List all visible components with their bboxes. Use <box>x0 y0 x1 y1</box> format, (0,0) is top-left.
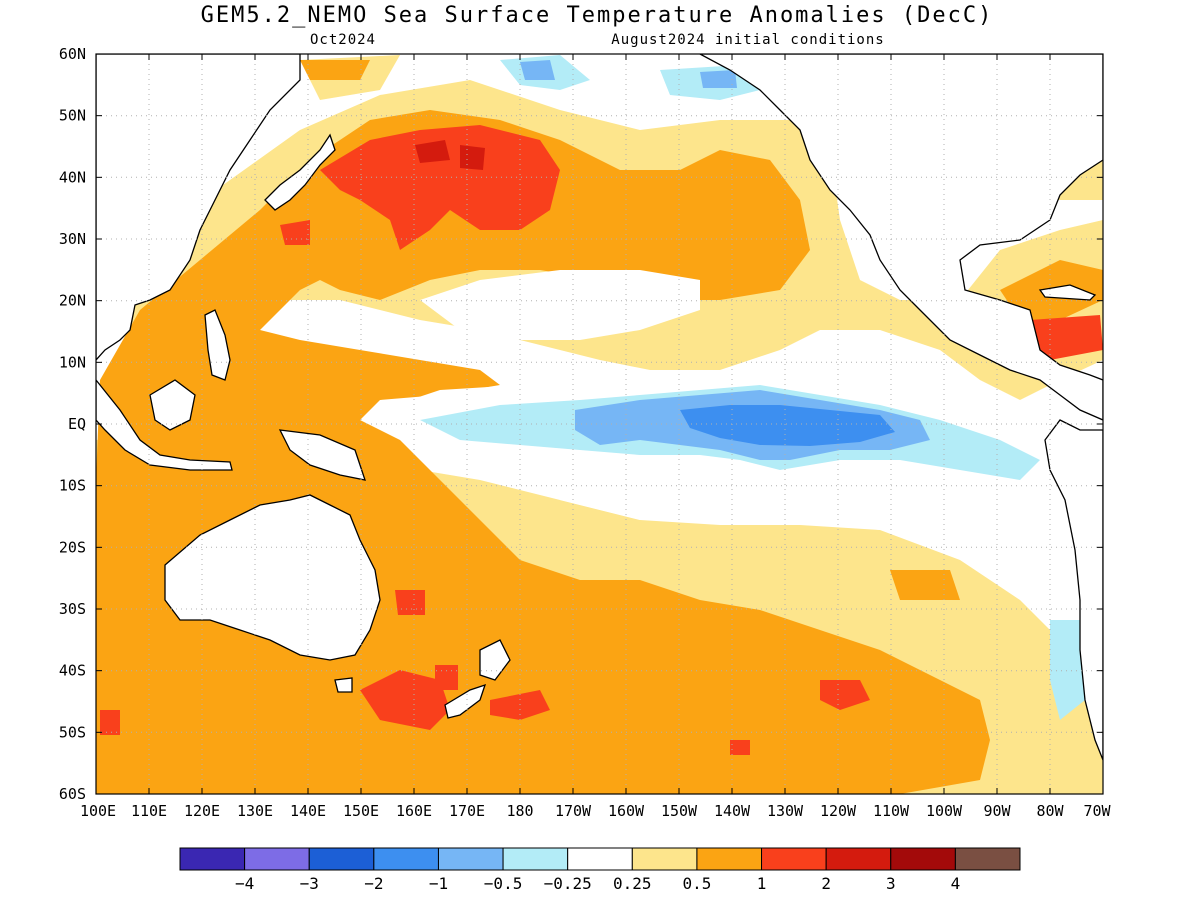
map-plot-area <box>96 54 1103 794</box>
new-guinea-island <box>278 429 366 481</box>
colorbar-label: −2 <box>364 874 383 893</box>
colorbar-swatch <box>890 847 956 871</box>
colorbar-label: −3 <box>300 874 319 893</box>
land-layer <box>96 54 1103 761</box>
colorbar-label: −0.25 <box>544 874 592 893</box>
lon-tick-label: 170W <box>555 802 592 820</box>
colorbar-swatch <box>308 847 375 871</box>
lat-tick-label: 40N <box>59 168 86 186</box>
colorbar-swatch <box>437 847 504 871</box>
longitude-axis: 100E 110E 120E 130E 140E 150E 160E 170E 180 170W 1… <box>80 54 1112 820</box>
colorbar-label: 1 <box>757 874 767 893</box>
lon-tick-label: 130E <box>237 802 273 820</box>
japan-island <box>264 133 336 211</box>
colorbar-label: −0.5 <box>484 874 523 893</box>
sumatra-java-islands <box>96 378 233 471</box>
lat-tick-label: 10S <box>59 477 86 495</box>
new-zealand-north <box>479 639 511 681</box>
lon-tick-label: 150E <box>343 802 379 820</box>
lat-tick-label: 50S <box>59 723 86 741</box>
lat-tick-label: EQ <box>68 415 86 433</box>
forecast-month: Oct2024 <box>310 32 376 48</box>
colorbar-legend: −4 −3 −2 −1 −0.5 −0.25 0.25 0.5 1 2 3 4 <box>179 847 1021 893</box>
colorbar-swatch <box>761 847 827 871</box>
lat-tick-label: 60S <box>59 785 86 803</box>
anomaly-layer-dark-red <box>415 140 485 170</box>
lon-tick-label: 120W <box>820 802 857 820</box>
colorbar-label: 0.25 <box>613 874 652 893</box>
colorbar-label: 0.5 <box>682 874 711 893</box>
lon-tick-label: 100E <box>80 802 116 820</box>
lat-tick-label: 10N <box>59 353 86 371</box>
colorbar-swatch <box>244 847 310 871</box>
australia-landmass <box>164 494 381 661</box>
lon-tick-label: 140E <box>290 802 326 820</box>
colorbar-label: 2 <box>821 874 831 893</box>
asia-landmass <box>96 54 301 361</box>
colorbar-label: 3 <box>886 874 896 893</box>
lon-tick-label: 80W <box>1036 802 1064 820</box>
lon-tick-label: 100W <box>926 802 963 820</box>
lon-tick-label: 180 <box>506 802 533 820</box>
colorbar-swatch <box>502 847 569 871</box>
lon-tick-label: 150W <box>661 802 698 820</box>
borneo-island <box>149 379 196 431</box>
initial-conditions: August2024 initial conditions <box>611 32 884 48</box>
colorbar-swatch <box>954 847 1021 871</box>
new-zealand-south <box>444 683 487 719</box>
anomaly-layer-mid-blue <box>680 405 895 446</box>
lon-tick-label: 90W <box>983 802 1011 820</box>
graticule <box>96 54 1103 794</box>
colorbar-swatch <box>825 847 892 871</box>
colorbar-swatch <box>696 847 763 871</box>
north-america-landmass <box>699 54 1103 421</box>
lon-tick-label: 130W <box>767 802 804 820</box>
lon-tick-label: 170E <box>449 802 485 820</box>
colorbar-label: −4 <box>235 874 254 893</box>
lat-tick-label: 40S <box>59 662 86 680</box>
colorbar-swatch <box>631 847 698 871</box>
lon-tick-label: 160W <box>608 802 645 820</box>
latitude-axis: 60N 50N 40N 30N 20N 10N EQ 10S 20S 30S 40S 50S 60S <box>59 45 1103 803</box>
tasmania-island <box>334 677 353 693</box>
lat-tick-label: 60N <box>59 45 86 63</box>
colorbar-label: 4 <box>951 874 961 893</box>
colorbar-swatch <box>567 847 633 871</box>
colorbar-swatch <box>373 847 439 871</box>
lat-tick-label: 20N <box>59 292 86 310</box>
map-title: GEM5.2_NEMO Sea Surface Temperature Anom… <box>201 3 994 28</box>
lon-tick-label: 120E <box>184 802 220 820</box>
colorbar-swatch <box>179 847 246 871</box>
lat-tick-label: 50N <box>59 107 86 125</box>
lon-tick-label: 160E <box>396 802 432 820</box>
cuba-island <box>1038 284 1097 301</box>
lat-tick-label: 30S <box>59 600 86 618</box>
lat-tick-label: 20S <box>59 538 86 556</box>
colorbar-label: −1 <box>429 874 448 893</box>
lon-tick-label: 70W <box>1083 802 1111 820</box>
lat-tick-label: 30N <box>59 230 86 248</box>
lon-tick-label: 110W <box>873 802 910 820</box>
lon-tick-label: 140W <box>714 802 751 820</box>
lon-tick-label: 110E <box>131 802 167 820</box>
